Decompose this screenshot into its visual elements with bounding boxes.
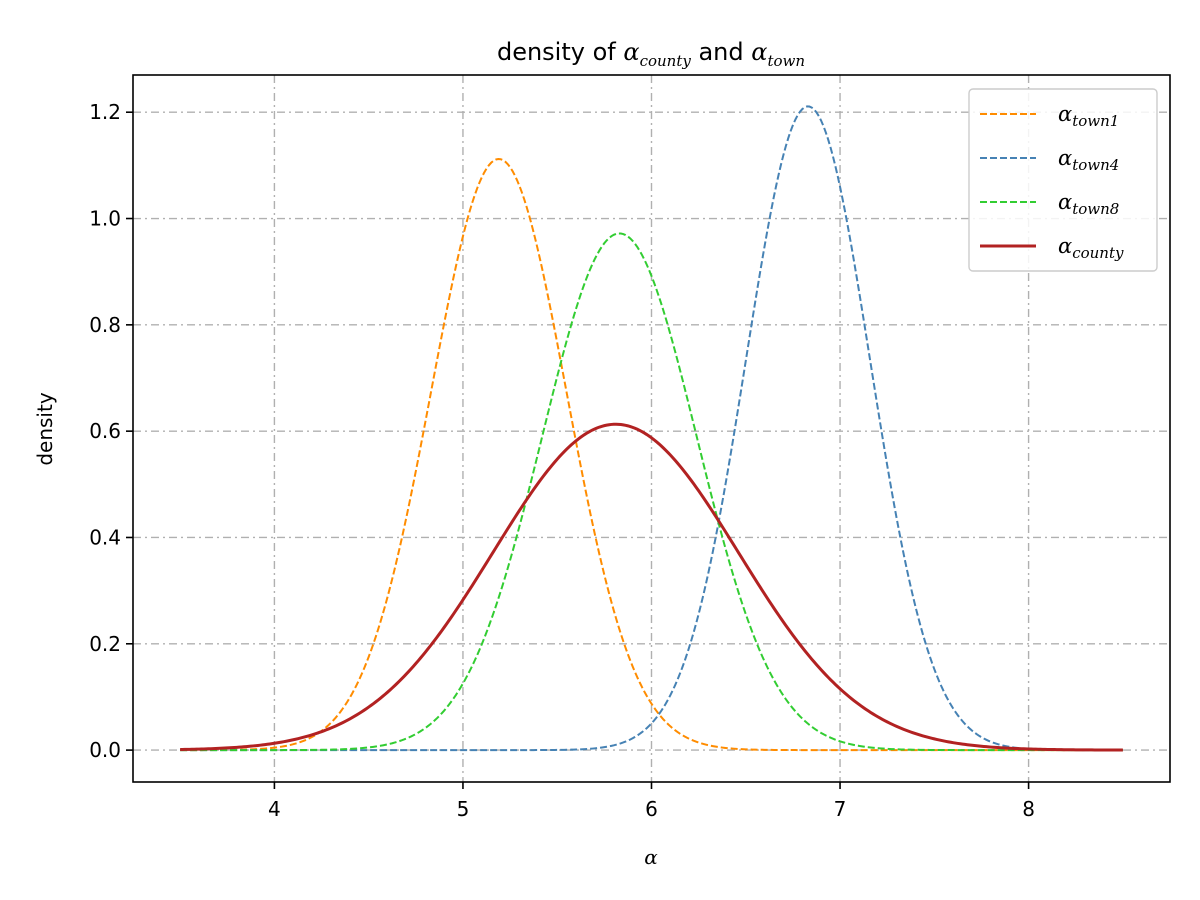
axis-ticks: 4 5 6 7 8 0.0 0.2 0.4 0.6 0.8 1.0 1.2 <box>89 100 1035 821</box>
x-tick-label: 5 <box>457 797 470 821</box>
y-tick-label: 0.2 <box>89 632 121 656</box>
y-tick-label: 0.6 <box>89 419 121 443</box>
legend-label-town4: αtown4 <box>1058 146 1119 174</box>
plot-curves <box>180 105 1123 752</box>
legend: αtown1 αtown4 αtown8 αcounty <box>968 88 1158 272</box>
x-tick-label: 7 <box>834 797 847 821</box>
y-tick-label: 1.0 <box>89 207 121 231</box>
series-line-town1 <box>180 157 1123 752</box>
legend-frame <box>968 88 1158 272</box>
x-tick-label: 8 <box>1022 797 1035 821</box>
x-tick-label: 4 <box>268 797 281 821</box>
legend-label-town1: αtown1 <box>1058 102 1119 130</box>
y-tick-label: 0.8 <box>89 313 121 337</box>
legend-label-county: αcounty <box>1058 234 1124 262</box>
legend-label-town8: αtown8 <box>1058 190 1119 218</box>
chart-title: density of αcounty and αtown <box>497 38 805 70</box>
y-tick-label: 0.4 <box>89 525 121 549</box>
y-axis-label: density <box>33 392 57 465</box>
x-tick-label: 6 <box>645 797 658 821</box>
x-axis-label: α <box>644 845 658 869</box>
series-line-town8 <box>180 232 1123 752</box>
series-line-county <box>180 422 1123 752</box>
y-tick-label: 1.2 <box>89 100 121 124</box>
y-tick-label: 0.0 <box>89 738 121 762</box>
